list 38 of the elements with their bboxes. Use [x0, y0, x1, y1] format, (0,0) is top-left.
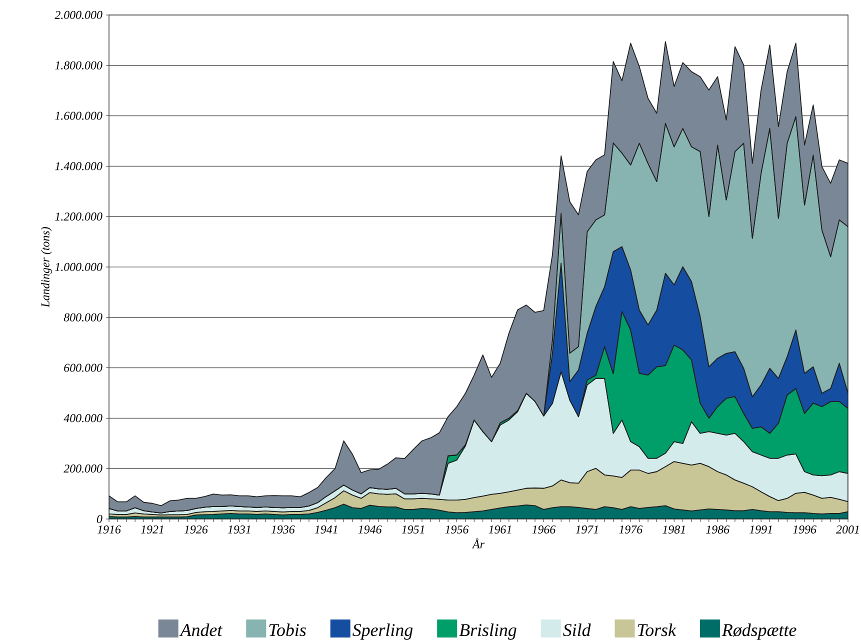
legend-label: Rødspætte	[722, 624, 796, 640]
y-tick-label: 1.600.000	[55, 112, 102, 120]
x-tick-label: 2001	[836, 526, 859, 534]
legend-label: Brisling	[459, 624, 516, 640]
x-tick-label: 1961	[488, 526, 511, 534]
y-tick-label: 0	[96, 514, 102, 524]
x-axis-title: År	[472, 538, 485, 548]
y-tick-label: 400.000	[64, 414, 102, 422]
x-tick-label: 1956	[445, 526, 469, 534]
y-tick-label: 1.000.000	[55, 262, 102, 272]
x-tick-label: 1916	[97, 526, 121, 534]
x-tick-label: 1926	[184, 526, 208, 534]
x-tick-label: 1996	[793, 526, 816, 534]
legend-label: Tobis	[269, 624, 306, 636]
x-tick-label: 1946	[358, 526, 382, 534]
x-tick-label: 1971	[576, 526, 598, 534]
y-tick-label: 2.000.000	[54, 10, 102, 20]
y-tick-label: 1.400.000	[55, 162, 102, 170]
legend-label: Torsk	[638, 624, 676, 636]
y-tick-label: 1.200.000	[55, 212, 102, 221]
x-tick-label: 1976	[619, 526, 643, 534]
x-tick-label: 1921	[140, 526, 164, 534]
x-tick-label: 1931	[228, 526, 250, 534]
y-tick-label: 1.800.000	[55, 61, 102, 70]
y-tick-label: 600.000	[64, 364, 102, 372]
x-tick-label: 1981	[662, 526, 685, 534]
x-tick-label: 1991	[750, 526, 772, 534]
x-tick-label: 1941	[314, 526, 338, 534]
legend-label: Sild	[563, 624, 591, 636]
legend-label: Andet	[179, 624, 223, 636]
x-tick-label: 1936	[271, 526, 295, 534]
y-tick-label: 200.000	[64, 464, 102, 473]
x-tick-label: 1986	[706, 526, 730, 534]
y-axis-title: Landinger (tons)	[40, 227, 52, 308]
y-tick-label: 800.000	[64, 313, 102, 322]
x-tick-label: 1966	[532, 526, 556, 534]
legend-label: Sperling	[352, 624, 413, 640]
x-tick-label: 1951	[402, 526, 424, 534]
